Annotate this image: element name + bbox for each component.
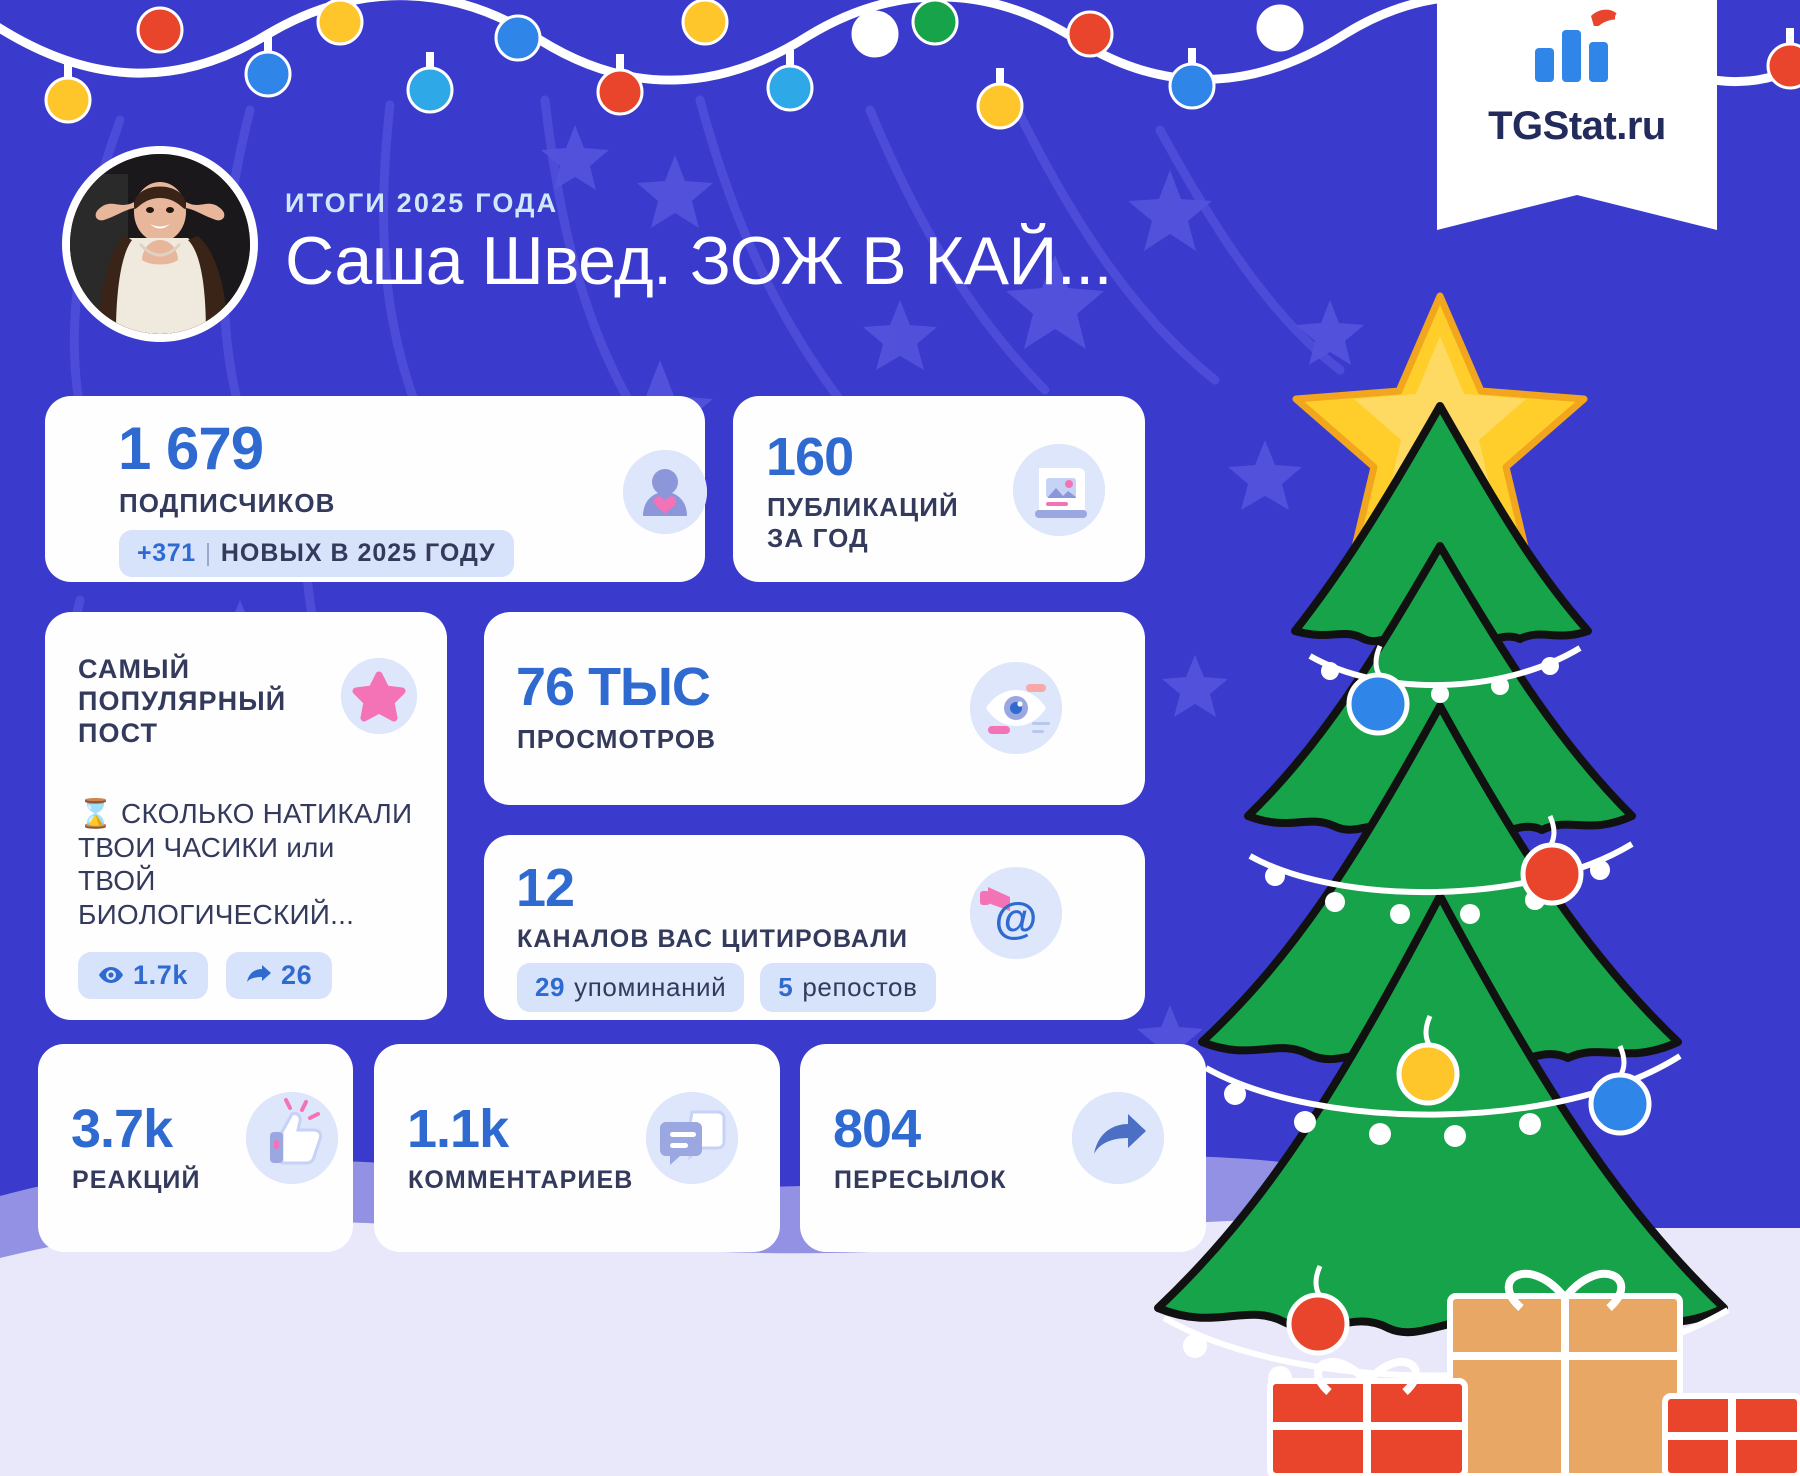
comments-value: 1.1k	[407, 1099, 509, 1159]
citations-caption: КАНАЛОВ ВАС ЦИТИРОВАЛИ	[517, 925, 909, 953]
popular-post-caption: САМЫЙ ПОПУЛЯРНЫЙ ПОСТ	[78, 654, 286, 750]
post-shares-value: 26	[280, 960, 313, 990]
subscribers-card: 1 679 ПОДПИСЧИКОВ +371 | НОВЫХ В 2025 ГО…	[45, 396, 707, 582]
comments-card: 1.1k КОММЕНТАРИЕВ	[374, 1044, 780, 1252]
star-icon	[341, 658, 417, 734]
publications-caption-line2: ЗА ГОД	[767, 522, 869, 553]
forwards-card: 804 ПЕРЕСЫЛОК	[800, 1044, 1206, 1252]
mentions-label: упоминаний	[574, 972, 727, 1002]
citations-value: 12	[516, 858, 575, 918]
views-caption: ПРОСМОТРОВ	[517, 724, 717, 754]
tgstat-logo-flag[interactable]: TGStat.ru	[1437, 0, 1717, 230]
popular-post-caption-line3: ПОСТ	[78, 717, 159, 748]
mentions-value: 29	[535, 972, 566, 1002]
views-card: 76 ТЫС ПРОСМОТРОВ	[484, 612, 1145, 805]
popular-post-caption-line2: ПОПУЛЯРНЫЙ	[78, 685, 287, 716]
user-heart-icon	[623, 450, 707, 534]
bar-chart-santa-hat-icon	[1529, 8, 1629, 88]
page-title: Саша Швед. ЗОЖ В КАЙ...	[285, 223, 1113, 299]
share-arrow-icon	[246, 960, 272, 991]
forwards-value: 804	[833, 1099, 921, 1159]
post-views-badge: 1.7k	[78, 952, 208, 999]
post-views-value: 1.7k	[133, 960, 188, 990]
popular-post-text: ⌛ СКОЛЬКО НАТИКАЛИ ТВОИ ЧАСИКИ или ТВОЙ …	[78, 798, 413, 930]
mentions-badge: 29 упоминаний	[517, 963, 745, 1012]
reposts-badge: 5 репостов	[760, 963, 936, 1012]
christmas-tree	[1154, 292, 1800, 1476]
new-subscribers-label: НОВЫХ В 2025 ГОДУ	[220, 539, 496, 567]
views-value: 76 ТЫС	[516, 657, 711, 717]
publications-caption: ПУБЛИКАЦИЙ ЗА ГОД	[767, 492, 959, 553]
subscribers-caption: ПОДПИСЧИКОВ	[119, 488, 336, 518]
avatar-image	[70, 154, 250, 334]
subscribers-value: 1 679	[118, 415, 264, 482]
citations-card: 12 КАНАЛОВ ВАС ЦИТИРОВАЛИ 29 упоминаний …	[484, 835, 1145, 1020]
popular-post-card: САМЫЙ ПОПУЛЯРНЫЙ ПОСТ ⌛ СКОЛЬКО НАТИКАЛИ…	[45, 612, 447, 1020]
thumbs-up-icon	[246, 1092, 338, 1184]
publications-card: 160 ПУБЛИКАЦИЙ ЗА ГОД	[733, 396, 1145, 582]
publications-caption-line1: ПУБЛИКАЦИЙ	[767, 492, 959, 522]
brand-name: TGStat.ru	[1488, 104, 1666, 148]
svg-text:@: @	[995, 894, 1038, 943]
megaphone-at-icon: @	[970, 867, 1062, 959]
post-shares-badge: 26	[225, 952, 333, 999]
new-subscribers-value: +371	[137, 539, 196, 567]
avatar	[62, 146, 258, 342]
comments-caption: КОММЕНТАРИЕВ	[408, 1166, 634, 1194]
new-subscribers-badge: +371 | НОВЫХ В 2025 ГОДУ	[119, 530, 514, 577]
eye-view-icon	[970, 662, 1062, 754]
reactions-value: 3.7k	[71, 1099, 173, 1159]
publications-value: 160	[766, 427, 854, 487]
badge-separator: |	[204, 539, 212, 567]
reposts-label: репостов	[802, 972, 918, 1002]
popular-post-caption-line1: САМЫЙ	[78, 654, 191, 684]
eye-icon	[98, 960, 124, 991]
reposts-value: 5	[778, 972, 794, 1002]
gift-boxes	[1267, 1269, 1800, 1476]
reactions-card: 3.7k РЕАКЦИЙ	[38, 1044, 353, 1252]
document-image-icon	[1013, 444, 1105, 536]
comment-bubble-icon	[646, 1092, 738, 1184]
reactions-caption: РЕАКЦИЙ	[72, 1166, 201, 1194]
forwards-caption: ПЕРЕСЫЛОК	[834, 1166, 1007, 1194]
forward-arrow-icon	[1072, 1092, 1164, 1184]
kicker-label: ИТОГИ 2025 ГОДА	[285, 188, 559, 218]
